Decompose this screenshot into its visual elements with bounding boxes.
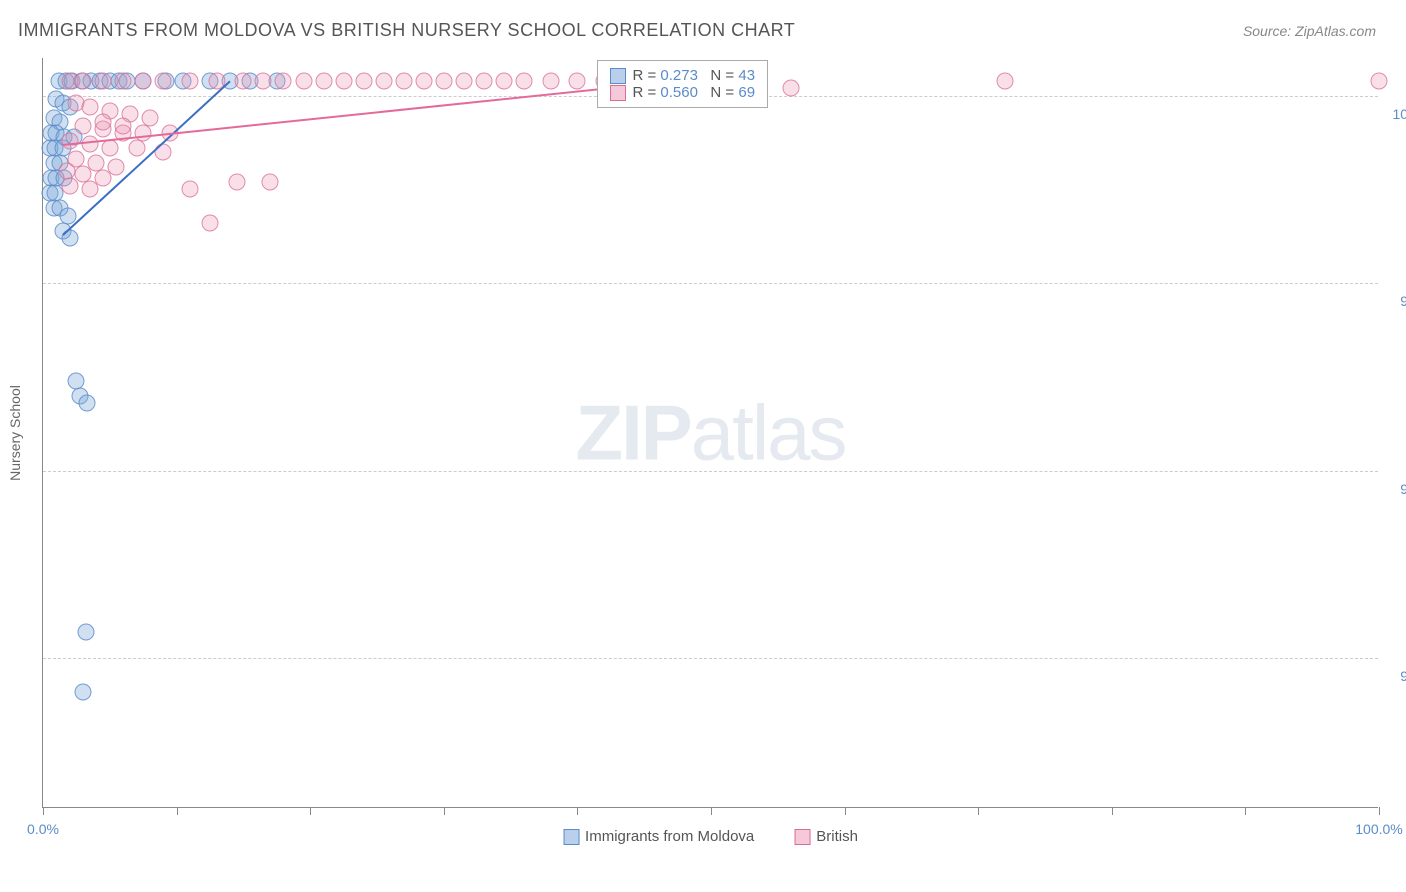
stats-row: R = 0.273 N = 43 bbox=[610, 67, 755, 84]
data-point bbox=[262, 173, 279, 190]
data-point bbox=[202, 215, 219, 232]
data-point bbox=[295, 72, 312, 89]
data-point bbox=[81, 136, 98, 153]
data-point bbox=[235, 72, 252, 89]
data-point bbox=[569, 72, 586, 89]
source-attribution: Source: ZipAtlas.com bbox=[1243, 23, 1376, 39]
series-legend: Immigrants from Moldova British bbox=[563, 828, 858, 845]
plot-area: Nursery School ZIPatlas 92.5%95.0%97.5%1… bbox=[42, 58, 1378, 808]
y-tick-label: 100.0% bbox=[1385, 106, 1406, 122]
legend-item: British bbox=[794, 828, 858, 845]
data-point bbox=[81, 98, 98, 115]
y-tick-label: 92.5% bbox=[1385, 668, 1406, 684]
x-tick-label: 0.0% bbox=[27, 821, 59, 837]
data-point bbox=[275, 72, 292, 89]
data-point bbox=[81, 181, 98, 198]
y-tick-label: 97.5% bbox=[1385, 293, 1406, 309]
data-point bbox=[181, 181, 198, 198]
legend-item: Immigrants from Moldova bbox=[563, 828, 754, 845]
data-point bbox=[181, 72, 198, 89]
stats-legend: R = 0.273 N = 43R = 0.560 N = 69 bbox=[597, 60, 768, 108]
x-tick bbox=[43, 807, 44, 815]
data-point bbox=[61, 177, 78, 194]
data-point bbox=[1371, 72, 1388, 89]
data-point bbox=[135, 72, 152, 89]
data-point bbox=[435, 72, 452, 89]
data-point bbox=[375, 72, 392, 89]
x-tick bbox=[310, 807, 311, 815]
x-tick bbox=[1245, 807, 1246, 815]
data-point bbox=[495, 72, 512, 89]
data-point bbox=[455, 72, 472, 89]
gridline bbox=[43, 283, 1378, 284]
y-axis-label: Nursery School bbox=[7, 385, 23, 481]
data-point bbox=[255, 72, 272, 89]
y-tick-label: 95.0% bbox=[1385, 481, 1406, 497]
data-point bbox=[996, 72, 1013, 89]
data-point bbox=[542, 72, 559, 89]
data-point bbox=[115, 117, 132, 134]
data-point bbox=[515, 72, 532, 89]
x-tick-label: 100.0% bbox=[1355, 821, 1402, 837]
stats-row: R = 0.560 N = 69 bbox=[610, 84, 755, 101]
data-point bbox=[75, 117, 92, 134]
data-point bbox=[395, 72, 412, 89]
watermark: ZIPatlas bbox=[575, 387, 845, 478]
data-point bbox=[77, 623, 94, 640]
data-point bbox=[75, 683, 92, 700]
data-point bbox=[128, 140, 145, 157]
data-point bbox=[475, 72, 492, 89]
data-point bbox=[101, 140, 118, 157]
chart-title: IMMIGRANTS FROM MOLDOVA VS BRITISH NURSE… bbox=[18, 20, 795, 41]
data-point bbox=[75, 72, 92, 89]
data-point bbox=[95, 72, 112, 89]
x-tick bbox=[1379, 807, 1380, 815]
x-tick bbox=[177, 807, 178, 815]
x-tick bbox=[978, 807, 979, 815]
data-point bbox=[61, 132, 78, 149]
x-tick bbox=[577, 807, 578, 815]
data-point bbox=[335, 72, 352, 89]
data-point bbox=[95, 170, 112, 187]
data-point bbox=[355, 72, 372, 89]
data-point bbox=[79, 395, 96, 412]
data-point bbox=[95, 113, 112, 130]
x-tick bbox=[711, 807, 712, 815]
data-point bbox=[315, 72, 332, 89]
data-point bbox=[108, 158, 125, 175]
data-point bbox=[783, 80, 800, 97]
x-tick bbox=[1112, 807, 1113, 815]
gridline bbox=[43, 471, 1378, 472]
data-point bbox=[228, 173, 245, 190]
data-point bbox=[155, 72, 172, 89]
data-point bbox=[115, 72, 132, 89]
data-point bbox=[415, 72, 432, 89]
gridline bbox=[43, 658, 1378, 659]
x-tick bbox=[444, 807, 445, 815]
x-tick bbox=[845, 807, 846, 815]
